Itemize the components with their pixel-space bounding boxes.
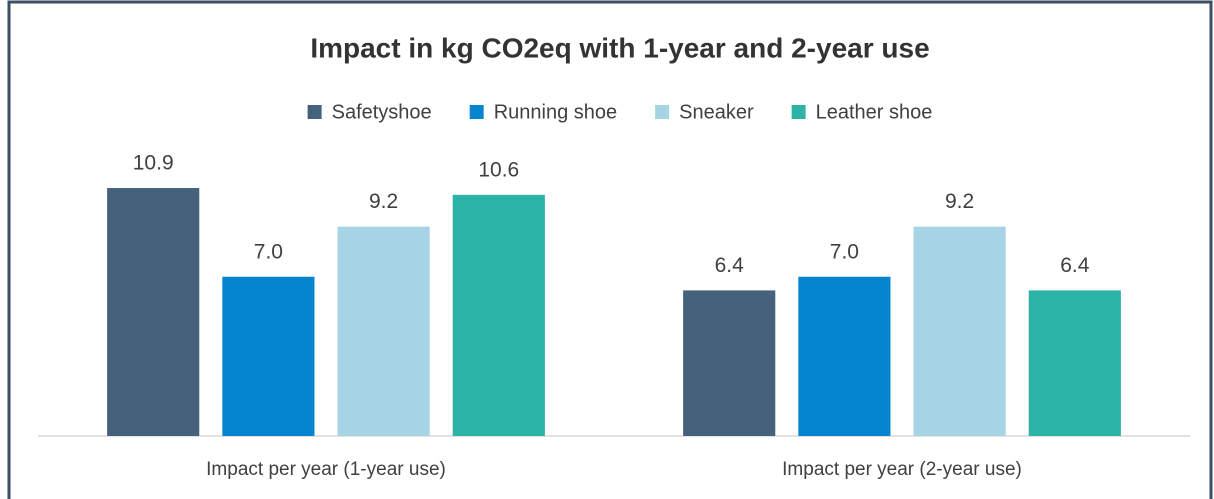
value-label: 9.2	[945, 190, 974, 213]
legend-label: Sneaker	[679, 101, 754, 123]
value-label: 6.4	[1060, 254, 1090, 277]
value-label: 7.0	[254, 240, 283, 263]
legend-swatch	[307, 105, 322, 119]
x-tick-label: Impact per year (1-year use)	[206, 459, 446, 480]
bar	[337, 226, 430, 436]
legend-label: Running shoe	[494, 101, 617, 123]
bar	[452, 194, 545, 436]
chart-title: Impact in kg CO2eq with 1-year and 2-yea…	[310, 32, 929, 63]
bar	[1028, 290, 1121, 436]
frame	[7, 0, 1213, 499]
bar	[222, 276, 315, 436]
legend-swatch	[655, 105, 670, 119]
legend-label: Leather shoe	[816, 101, 933, 123]
legend-swatch	[791, 105, 806, 119]
value-label: 10.9	[133, 152, 174, 175]
bar	[683, 290, 776, 436]
bar	[913, 226, 1006, 436]
value-label: 9.2	[369, 190, 398, 213]
value-label: 7.0	[830, 240, 859, 263]
bar	[107, 188, 200, 436]
bar	[798, 276, 891, 436]
legend-label: Safetyshoe	[332, 101, 432, 123]
x-tick-label: Impact per year (2-year use)	[782, 459, 1022, 480]
legend-swatch	[469, 105, 484, 119]
value-label: 6.4	[715, 254, 745, 277]
value-label: 10.6	[478, 158, 519, 181]
